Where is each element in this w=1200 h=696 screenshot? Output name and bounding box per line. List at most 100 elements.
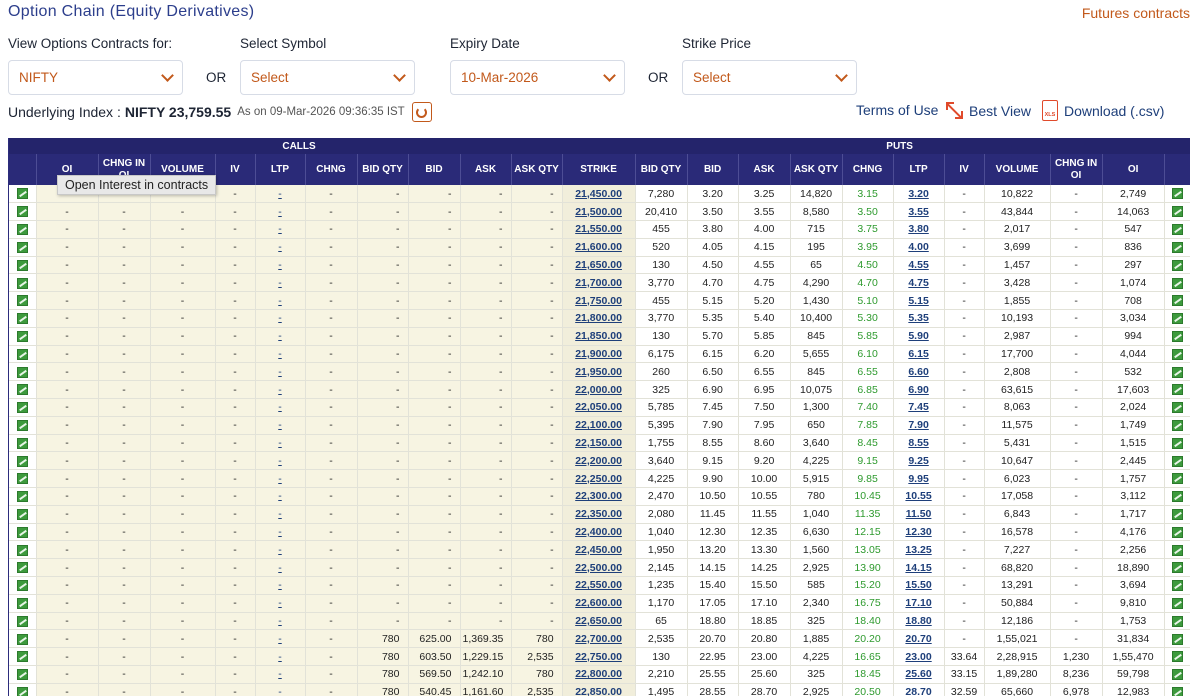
puts-cell[interactable]: 3.55 xyxy=(893,202,945,222)
chart-icon[interactable] xyxy=(1172,455,1184,467)
chart-icon-cell[interactable] xyxy=(1164,451,1190,471)
chart-icon-cell[interactable] xyxy=(9,345,37,364)
chart-icon[interactable] xyxy=(16,526,28,538)
calls-cell[interactable]: - xyxy=(255,345,306,364)
puts-cell[interactable]: 7.45 xyxy=(893,398,945,417)
chart-icon[interactable] xyxy=(16,188,28,200)
strike-price-cell[interactable]: 22,200.00 xyxy=(562,451,636,471)
chart-icon-cell[interactable] xyxy=(1164,576,1190,595)
strike-price-cell[interactable]: 22,250.00 xyxy=(562,469,636,489)
chart-icon[interactable] xyxy=(1172,330,1184,342)
calls-cell[interactable]: - xyxy=(255,185,306,204)
puts-cell[interactable]: 4.00 xyxy=(893,238,945,257)
strike-price-cell[interactable]: 22,100.00 xyxy=(562,416,636,435)
chart-icon[interactable] xyxy=(1172,562,1184,574)
chart-icon-cell[interactable] xyxy=(1164,434,1190,453)
chart-icon-cell[interactable] xyxy=(9,291,37,311)
chart-icon-cell[interactable] xyxy=(9,665,37,684)
chart-icon-cell[interactable] xyxy=(9,416,37,435)
calls-cell[interactable]: - xyxy=(255,238,306,257)
puts-cell[interactable]: 7.90 xyxy=(893,416,945,435)
chart-icon[interactable] xyxy=(16,348,28,360)
chart-icon-cell[interactable] xyxy=(1164,540,1190,560)
puts-cell[interactable]: 28.70 xyxy=(893,683,945,696)
chart-icon-cell[interactable] xyxy=(9,558,37,578)
chart-icon-cell[interactable] xyxy=(1164,416,1190,435)
puts-cell[interactable]: 25.60 xyxy=(893,665,945,684)
chart-icon-cell[interactable] xyxy=(1164,256,1190,275)
expiry-date-select[interactable]: 10-Mar-2026 xyxy=(450,60,625,95)
chart-icon[interactable] xyxy=(1172,295,1184,307)
strike-price-cell[interactable]: 22,300.00 xyxy=(562,487,636,506)
calls-cell[interactable]: - xyxy=(255,540,306,560)
calls-cell[interactable]: - xyxy=(255,416,306,435)
chart-icon-cell[interactable] xyxy=(1164,327,1190,346)
strike-price-cell[interactable]: 22,450.00 xyxy=(562,540,636,560)
chart-icon-cell[interactable] xyxy=(9,629,37,649)
chart-icon[interactable] xyxy=(16,277,28,289)
chart-icon[interactable] xyxy=(1172,402,1184,414)
chart-icon-cell[interactable] xyxy=(1164,309,1190,328)
chart-icon[interactable] xyxy=(1172,384,1184,396)
calls-cell[interactable]: - xyxy=(255,558,306,578)
puts-cell[interactable]: 20.70 xyxy=(893,629,945,649)
puts-cell[interactable]: 15.50 xyxy=(893,576,945,595)
chart-icon[interactable] xyxy=(16,562,28,574)
chart-icon[interactable] xyxy=(16,544,28,556)
chart-icon-cell[interactable] xyxy=(1164,612,1190,631)
puts-cell[interactable]: 14.15 xyxy=(893,558,945,578)
strike-price-cell[interactable]: 21,600.00 xyxy=(562,238,636,257)
chart-icon-cell[interactable] xyxy=(9,434,37,453)
puts-cell[interactable]: 5.15 xyxy=(893,291,945,311)
chart-icon[interactable] xyxy=(1172,615,1184,627)
strike-price-cell[interactable]: 21,900.00 xyxy=(562,345,636,364)
chart-icon[interactable] xyxy=(16,259,28,271)
chart-icon-cell[interactable] xyxy=(9,612,37,631)
chart-icon[interactable] xyxy=(1172,224,1184,236)
chart-icon[interactable] xyxy=(16,366,28,378)
chart-icon-cell[interactable] xyxy=(1164,647,1190,667)
chart-icon[interactable] xyxy=(1172,242,1184,253)
chart-icon[interactable] xyxy=(16,633,28,645)
chart-icon[interactable] xyxy=(1172,473,1184,485)
calls-cell[interactable]: - xyxy=(255,487,306,506)
calls-cell[interactable]: - xyxy=(255,309,306,328)
chart-icon-cell[interactable] xyxy=(9,576,37,595)
chart-icon-cell[interactable] xyxy=(9,309,37,328)
chart-icon-cell[interactable] xyxy=(9,362,37,382)
chart-icon-cell[interactable] xyxy=(1164,345,1190,364)
calls-cell[interactable]: - xyxy=(255,505,306,524)
chart-icon[interactable] xyxy=(16,437,28,449)
chart-icon[interactable] xyxy=(16,580,28,592)
strike-price-cell[interactable]: 22,350.00 xyxy=(562,505,636,524)
terms-of-use-link[interactable]: Terms of Use xyxy=(856,102,939,118)
calls-cell[interactable]: - xyxy=(255,202,306,222)
strike-price-cell[interactable]: 21,500.00 xyxy=(562,202,636,222)
calls-cell[interactable]: - xyxy=(255,683,306,696)
calls-cell[interactable]: - xyxy=(255,647,306,667)
strike-price-cell[interactable]: 22,700.00 xyxy=(562,629,636,649)
puts-cell[interactable]: 12.30 xyxy=(893,523,945,542)
chart-icon[interactable] xyxy=(16,491,28,503)
chart-icon-cell[interactable] xyxy=(9,505,37,524)
chart-icon[interactable] xyxy=(1172,686,1184,696)
calls-cell[interactable]: - xyxy=(255,665,306,684)
strike-price-cell[interactable]: 21,450.00 xyxy=(562,185,636,204)
chart-icon-cell[interactable] xyxy=(1164,665,1190,684)
calls-cell[interactable]: - xyxy=(255,327,306,346)
chart-icon[interactable] xyxy=(16,206,28,218)
puts-cell[interactable]: 3.20 xyxy=(893,185,945,204)
chart-icon-cell[interactable] xyxy=(9,256,37,275)
puts-cell[interactable]: 10.55 xyxy=(893,487,945,506)
chart-icon-cell[interactable] xyxy=(9,469,37,489)
chart-icon-cell[interactable] xyxy=(1164,202,1190,222)
calls-cell[interactable]: - xyxy=(255,576,306,595)
calls-cell[interactable]: - xyxy=(255,434,306,453)
chart-icon[interactable] xyxy=(16,224,28,236)
chart-icon-cell[interactable] xyxy=(9,523,37,542)
chart-icon[interactable] xyxy=(16,686,28,696)
chart-icon[interactable] xyxy=(1172,597,1184,609)
puts-cell[interactable]: 18.80 xyxy=(893,612,945,631)
calls-cell[interactable]: - xyxy=(255,362,306,382)
strike-price-cell[interactable]: 22,600.00 xyxy=(562,594,636,613)
